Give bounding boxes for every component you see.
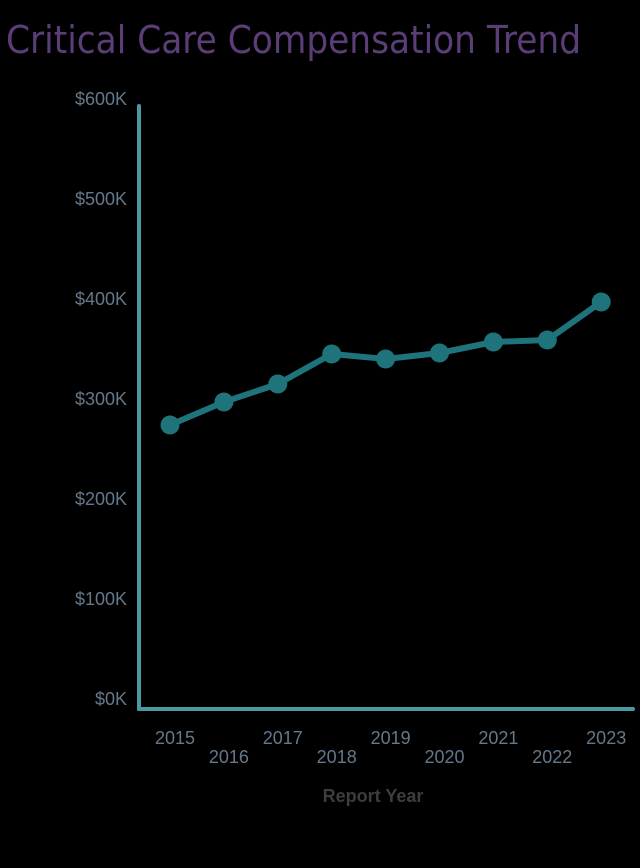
y-tick-label: $200K	[75, 489, 127, 509]
data-point-marker	[430, 343, 449, 363]
x-tick-label: 2022	[532, 747, 572, 767]
x-axis-ticks: 2015 2016 2017 2018 2019 2020 2021 2022 2023	[155, 728, 626, 767]
data-point-marker	[483, 332, 503, 352]
x-tick-label: 2015	[155, 728, 195, 748]
data-point-marker	[160, 415, 180, 435]
y-tick-label: $600K	[75, 89, 127, 109]
data-point-marker	[268, 374, 288, 394]
y-tick-label: $300K	[75, 389, 127, 409]
x-tick-label: 2020	[424, 747, 464, 767]
data-point-marker	[537, 330, 557, 350]
data-point-marker	[214, 392, 234, 412]
chart-title: Critical Care Compensation Trend	[6, 18, 582, 62]
y-tick-label: $400K	[75, 289, 127, 309]
data-series	[160, 292, 611, 435]
x-tick-label: 2019	[371, 728, 411, 748]
data-point-marker	[591, 292, 611, 312]
axes	[137, 104, 635, 711]
x-axis-label: Report Year	[323, 786, 424, 806]
y-tick-label: $100K	[75, 589, 127, 609]
x-tick-label: 2018	[317, 747, 357, 767]
x-tick-label: 2023	[586, 728, 626, 748]
y-tick-label: $0K	[95, 689, 127, 709]
x-tick-label: 2016	[209, 747, 249, 767]
data-point-marker	[322, 344, 342, 364]
data-point-marker	[376, 349, 396, 369]
y-tick-label: $500K	[75, 189, 127, 209]
x-tick-label: 2017	[263, 728, 303, 748]
x-tick-label: 2021	[478, 728, 518, 748]
y-axis-ticks: $0K $100K $200K $300K $400K $500K $600K	[75, 89, 127, 709]
